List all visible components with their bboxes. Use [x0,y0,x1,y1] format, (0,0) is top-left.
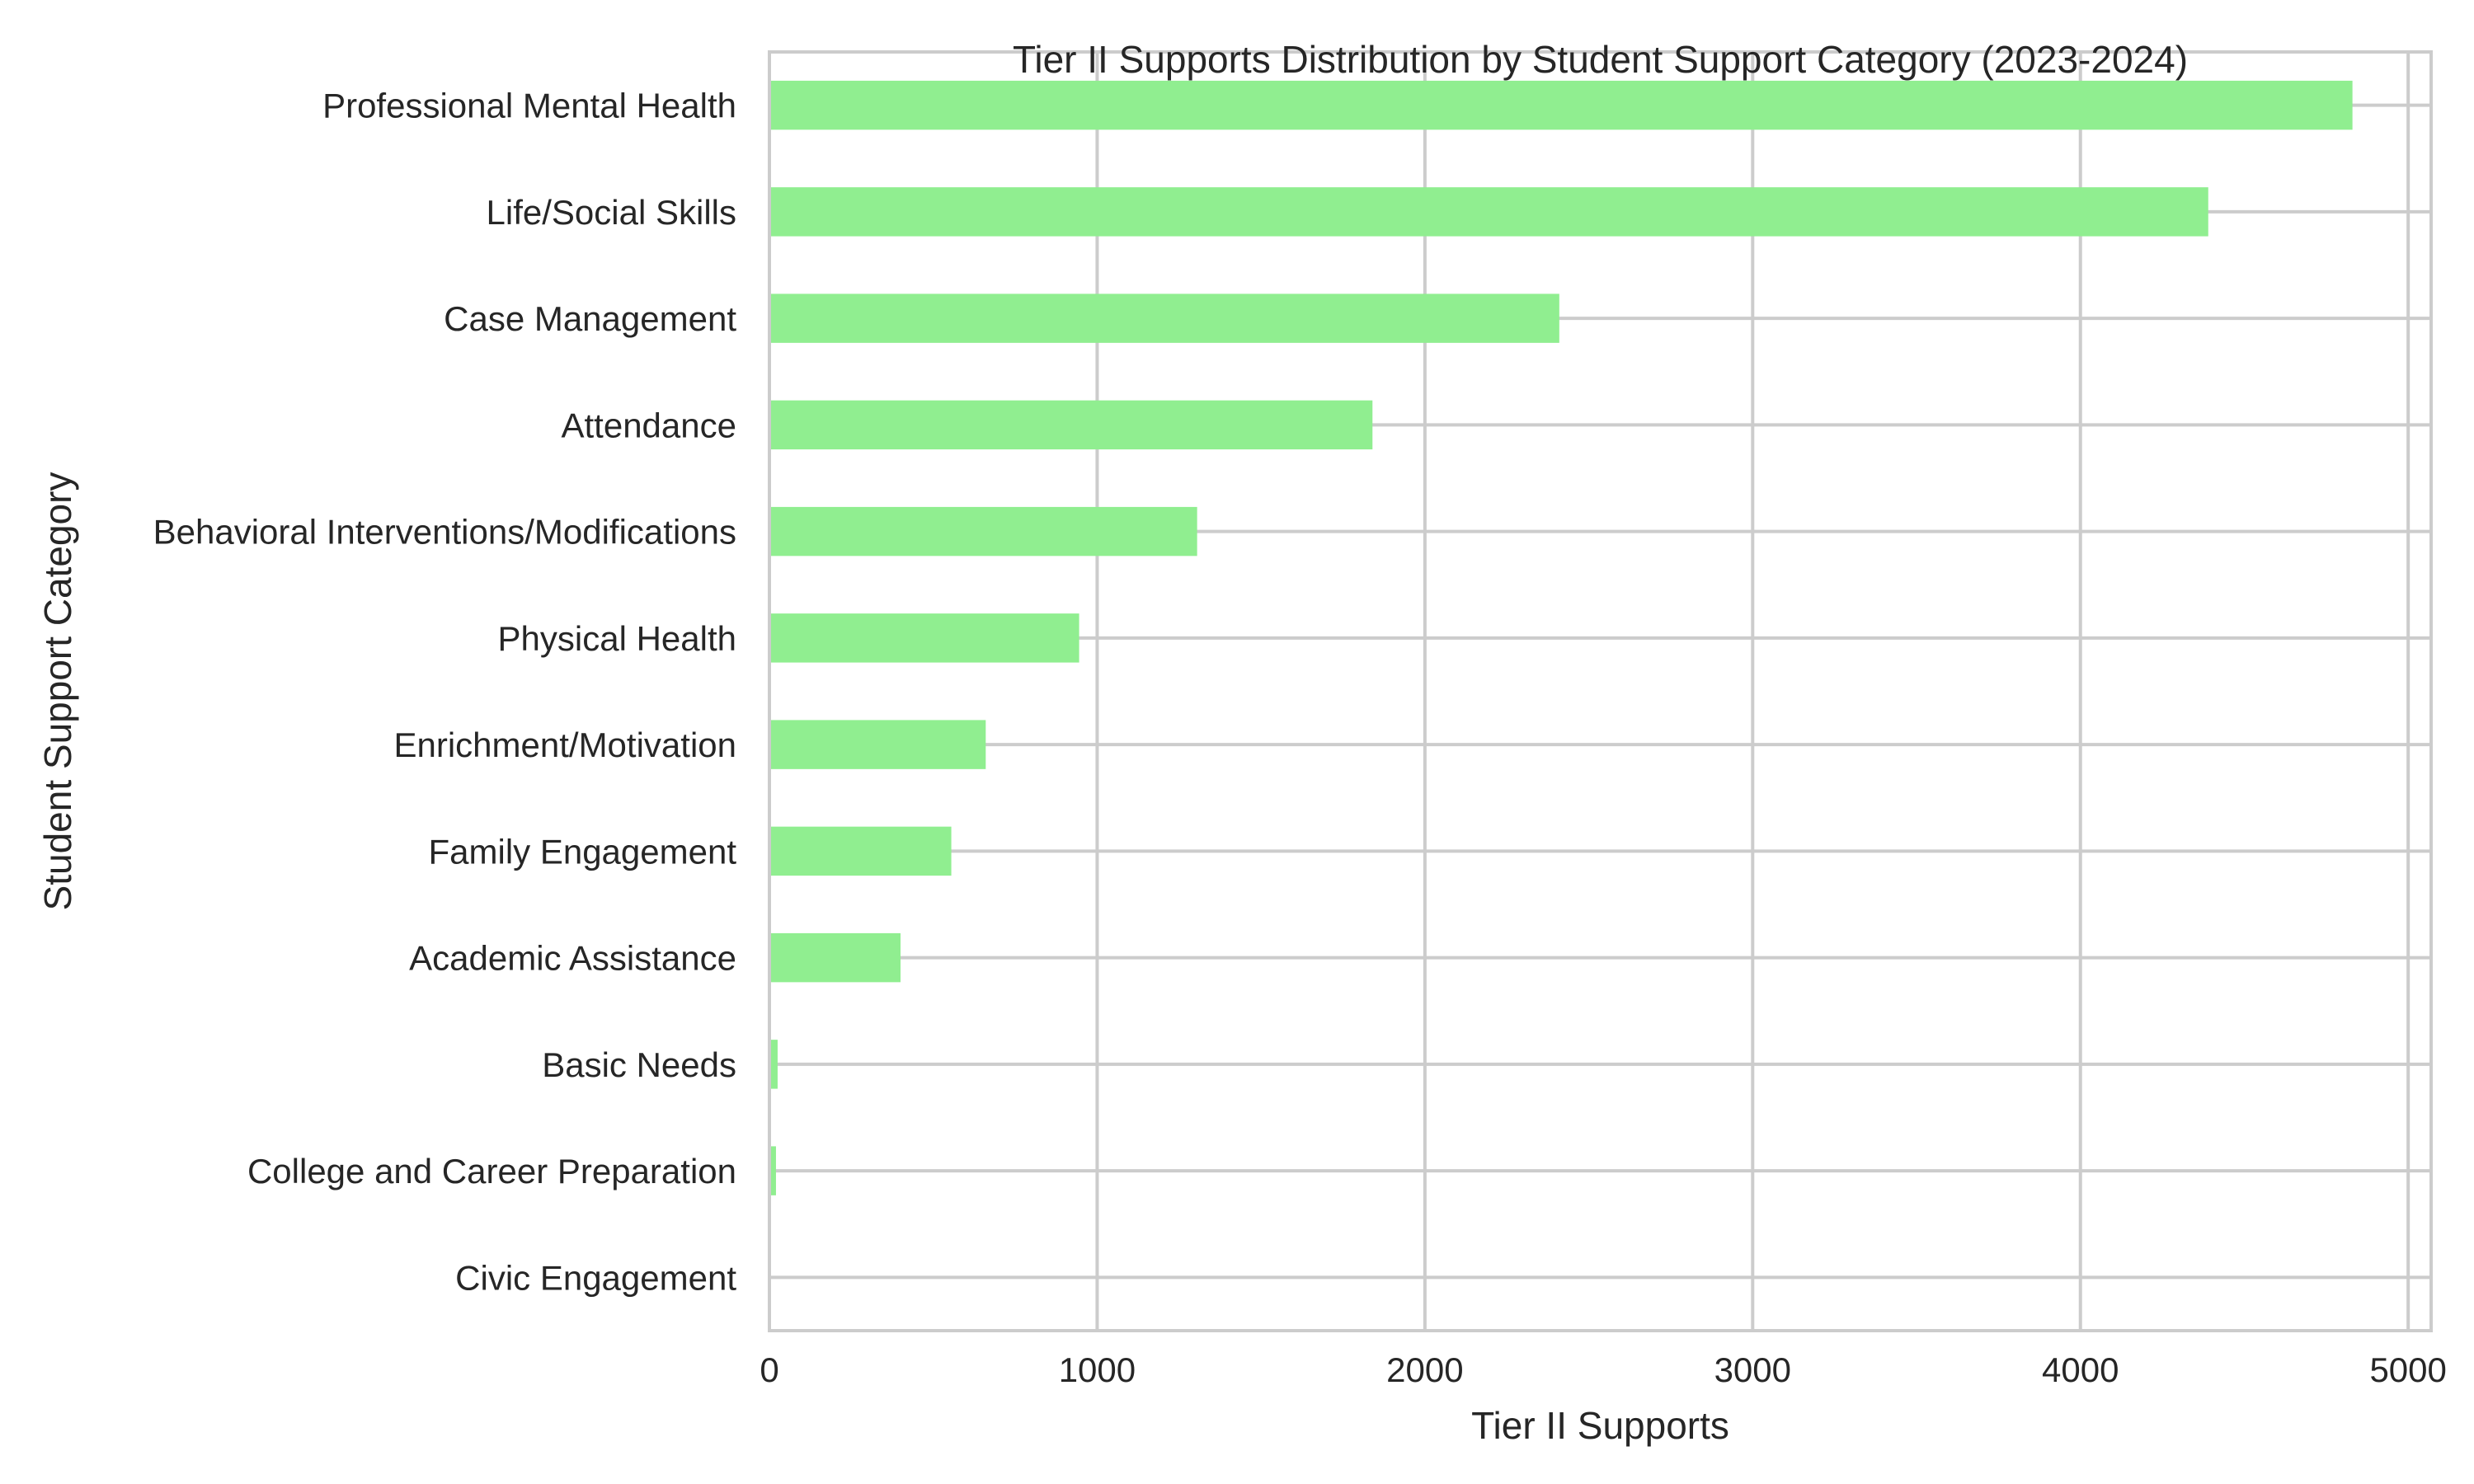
category-label: Behavioral Interventions/Modifications [153,513,736,552]
bar [769,932,901,983]
x-tick-label: 0 [760,1350,778,1389]
category-label: Family Engagement [428,832,736,871]
x-tick-label: 3000 [1714,1350,1791,1389]
category-label: Professional Mental Health [322,87,736,125]
category-labels: Professional Mental Health Life/Social Sk… [153,87,737,1298]
x-tick-label: 5000 [2369,1350,2446,1389]
category-label: Life/Social Skills [487,193,736,232]
category-label: Academic Assistance [409,939,736,978]
category-label: Civic Engagement [455,1258,736,1297]
bar [769,400,1373,450]
category-label: Enrichment/Motivation [393,726,736,764]
chart-title: Tier II Supports Distribution by Student… [1013,38,2188,81]
bar [769,613,1079,663]
bar [769,826,952,876]
x-tick-labels: 0 1000 2000 3000 4000 5000 [760,1350,2447,1389]
category-label: Attendance [561,406,736,444]
bar [769,720,986,769]
bar [769,80,2353,130]
bars [769,80,2353,1195]
category-label: Case Management [444,299,736,338]
bar [769,294,1559,343]
category-label: College and Career Preparation [247,1152,736,1190]
grid [768,52,2431,1331]
bar [769,187,2208,237]
x-tick-label: 2000 [1386,1350,1463,1389]
x-tick-label: 4000 [2042,1350,2119,1389]
bar [769,1040,778,1089]
bar [769,506,1197,556]
category-label: Basic Needs [542,1045,736,1084]
plot-frame [768,50,2433,1332]
x-axis-title: Tier II Supports [1471,1404,1729,1447]
y-axis-title: Student Support Category [36,472,79,911]
category-label: Physical Health [498,619,736,658]
x-tick-label: 1000 [1059,1350,1136,1389]
bar [769,1146,776,1195]
